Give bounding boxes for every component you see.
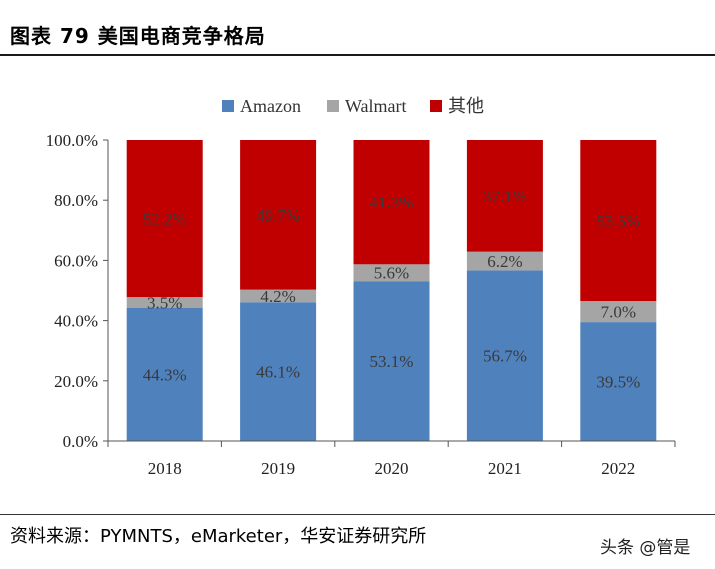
data-label: 52.2%: [143, 210, 187, 229]
legend-swatch: [222, 100, 234, 112]
y-tick-label: 80.0%: [54, 191, 98, 210]
y-tick-label: 0.0%: [63, 432, 98, 451]
bar-segment: [126, 297, 203, 308]
legend-label: Amazon: [240, 96, 301, 116]
bar-segment: [353, 140, 430, 265]
x-tick-label: 2022: [601, 459, 635, 478]
legend-swatch: [430, 100, 442, 112]
bar-segment: [240, 289, 317, 303]
data-label: 53.1%: [370, 352, 414, 371]
x-tick-label: 2019: [261, 459, 295, 478]
x-tick-label: 2020: [375, 459, 409, 478]
data-label: 53.5%: [596, 212, 640, 231]
bar-segment: [353, 264, 430, 282]
bar-segment: [126, 140, 203, 298]
bar-segment: [466, 270, 543, 441]
data-label: 46.1%: [256, 363, 300, 382]
legend-label: 其他: [448, 96, 484, 116]
top-rule: [0, 54, 715, 56]
bar-segment: [580, 322, 657, 441]
data-label: 49.7%: [256, 206, 300, 225]
data-label: 5.6%: [374, 264, 409, 283]
stacked-bar-chart: 0.0% 20.0% 40.0% 60.0% 80.0% 100.0% 44.3% 3.5% 5…: [46, 96, 676, 478]
data-label: 3.5%: [147, 293, 182, 312]
data-label: 44.3%: [143, 365, 187, 384]
watermark: 头条 @管是: [600, 538, 691, 558]
legend-swatch: [327, 100, 339, 112]
data-label: 37.1%: [483, 187, 527, 206]
data-label: 56.7%: [483, 347, 527, 366]
figure-title: 图表 79 美国电商竞争格局: [10, 24, 266, 48]
y-tick-label: 40.0%: [54, 312, 98, 331]
bar-segment: [126, 307, 203, 441]
data-label: 39.5%: [596, 373, 640, 392]
legend-label: Walmart: [345, 96, 407, 116]
source-note: 资料来源：PYMNTS，eMarketer，华安证券研究所: [10, 526, 427, 547]
data-label: 6.2%: [487, 252, 522, 271]
bar-segment: [580, 140, 657, 302]
y-tick-label: 20.0%: [54, 372, 98, 391]
x-tick-label: 2021: [488, 459, 522, 478]
data-label: 41.3%: [370, 193, 414, 212]
bar-segment: [466, 251, 543, 271]
bottom-rule: [0, 514, 715, 515]
data-label: 7.0%: [601, 303, 636, 322]
x-tick-label: 2018: [148, 459, 182, 478]
y-tick-label: 60.0%: [54, 251, 98, 270]
bar-segment: [580, 301, 657, 323]
bar-segment: [353, 281, 430, 441]
bar-segment: [240, 140, 317, 290]
y-tick-label: 100.0%: [46, 131, 98, 150]
bar-segment: [240, 302, 317, 441]
bar-segment: [466, 140, 543, 252]
data-label: 4.2%: [260, 287, 295, 306]
